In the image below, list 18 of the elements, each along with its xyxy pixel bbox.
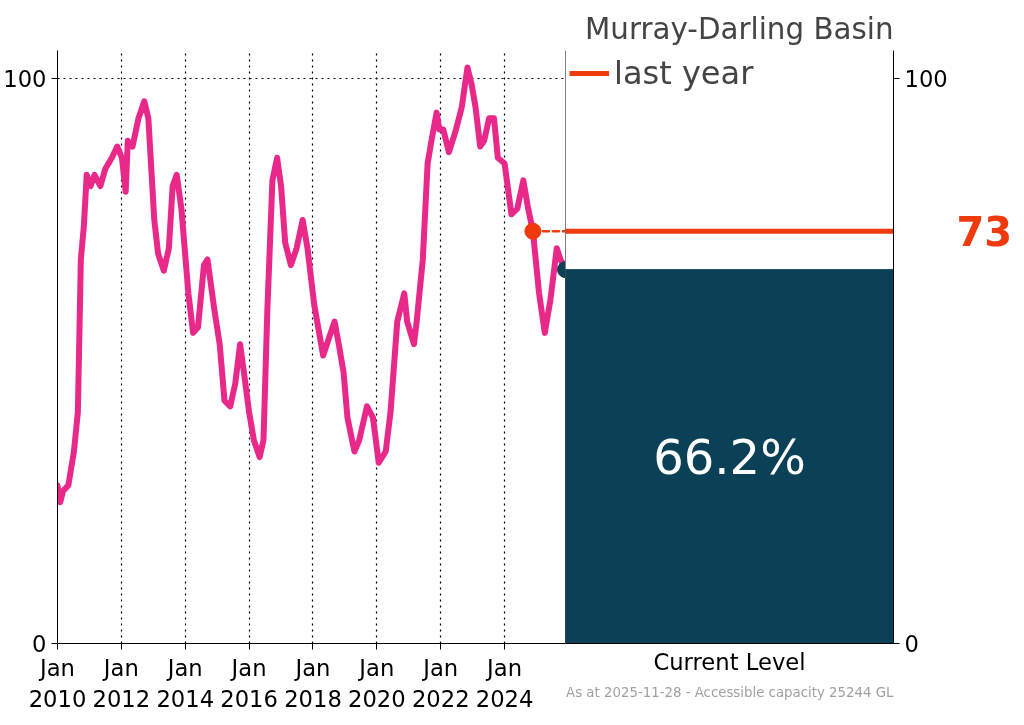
x-tick-label: Jan 2018 [284,654,342,712]
x-tick-label: Jan 2024 [475,654,534,712]
data-label: 66.2% [653,428,806,485]
y-tick-label: 100 [904,66,948,93]
text: As at 2025-11-28 - Accessible capacity 25244 GL [566,684,895,700]
legend-label: last year [614,54,754,92]
x-tick-label: Current Level [653,648,806,675]
x-tick-label: Jan 2010 [28,654,87,712]
y-tick-label: 100 [3,66,47,93]
text: 73 [956,209,1013,256]
x-tick-label: Jan 2014 [156,654,215,712]
chart-title: Murray-Darling Basin [585,11,894,46]
x-tick-label: Jan 2020 [347,654,406,712]
x-tick-label: Jan 2022 [411,654,470,712]
y-tick-label: 0 [32,631,47,657]
x-tick-label: Jan 2012 [92,654,151,712]
x-tick-label: Jan 2016 [220,654,278,712]
y-tick-label: 0 [904,631,919,657]
